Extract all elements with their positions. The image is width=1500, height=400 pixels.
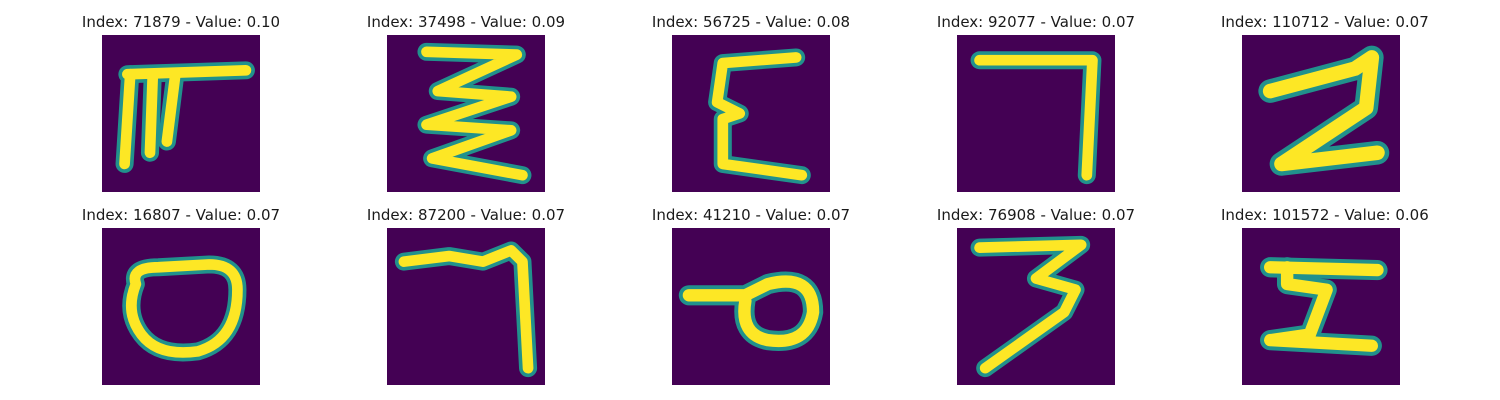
glyph-71879: [115, 61, 255, 173]
glyph-92077: [970, 51, 1102, 185]
glyph-76908: [970, 235, 1091, 378]
glyph-16807: [122, 255, 247, 362]
digit-image: [672, 35, 830, 192]
panel-title: Index: 101572 - Value: 0.06: [1221, 206, 1429, 224]
panel-title: Index: 56725 - Value: 0.08: [651, 13, 851, 31]
panel-title: Index: 41210 - Value: 0.07: [651, 206, 851, 224]
digit-image: [957, 228, 1115, 385]
panel-title: Index: 76908 - Value: 0.07: [936, 206, 1136, 224]
glyph-37498: [417, 42, 532, 185]
digit-image: [387, 228, 545, 385]
digit-image: [102, 228, 260, 385]
digit-image: [102, 35, 260, 192]
digit-image: [1242, 35, 1400, 192]
panel-title: Index: 16807 - Value: 0.07: [81, 206, 281, 224]
digit-image: [672, 228, 830, 385]
glyph-41210: [678, 271, 824, 351]
panel-title: Index: 92077 - Value: 0.07: [936, 13, 1136, 31]
panel-title: Index: 37498 - Value: 0.09: [366, 13, 566, 31]
panel-title: Index: 110712 - Value: 0.07: [1221, 13, 1429, 31]
glyph-101572: [1260, 257, 1388, 356]
glyph-110712: [1258, 45, 1390, 176]
digit-image: [387, 35, 545, 192]
panel-title: Index: 87200 - Value: 0.07: [366, 206, 566, 224]
digit-image: [957, 35, 1115, 192]
glyph-87200: [394, 241, 538, 378]
panel-title: Index: 71879 - Value: 0.10: [81, 13, 281, 31]
digit-image: [1242, 228, 1400, 385]
glyph-56725: [708, 48, 811, 185]
